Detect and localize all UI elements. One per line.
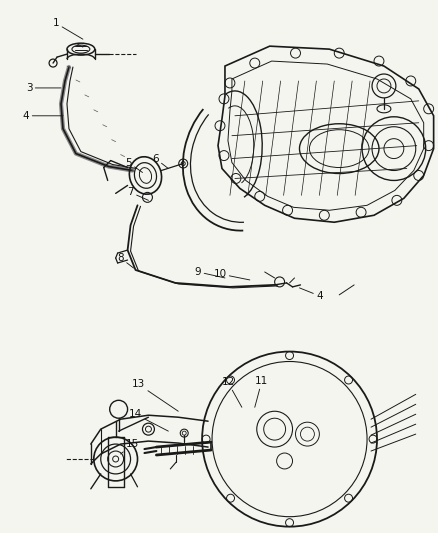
Text: 10: 10 (213, 269, 250, 280)
Text: 15: 15 (120, 439, 139, 454)
Text: 9: 9 (195, 267, 225, 278)
Text: 11: 11 (255, 376, 268, 407)
Text: 4: 4 (300, 288, 323, 301)
Text: 8: 8 (117, 253, 134, 268)
Text: 3: 3 (26, 83, 61, 93)
Text: 14: 14 (129, 409, 168, 431)
Text: 7: 7 (127, 188, 148, 200)
Text: 12: 12 (221, 377, 242, 407)
Text: 5: 5 (125, 158, 142, 173)
Text: 13: 13 (132, 379, 178, 411)
Text: 1: 1 (53, 18, 83, 39)
Text: 6: 6 (152, 154, 168, 168)
Text: 4: 4 (23, 111, 63, 121)
